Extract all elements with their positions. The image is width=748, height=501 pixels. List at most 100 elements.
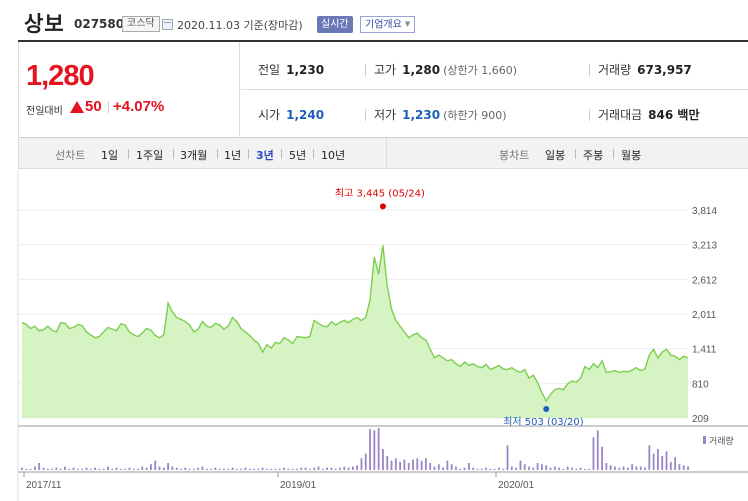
y-tick-label: 1,411	[692, 345, 717, 356]
volume-bar	[687, 466, 689, 470]
volume-bar	[566, 466, 569, 470]
volume-bar	[321, 468, 324, 470]
volume-bar	[476, 468, 479, 470]
volume-bar	[21, 467, 23, 470]
volume-bar	[137, 468, 139, 470]
volume-bar	[33, 466, 36, 470]
volume-bar	[343, 466, 346, 470]
y-tick-label: 2,011	[692, 310, 717, 321]
volume-bar	[399, 461, 402, 470]
current-price-box: 1,280 전일대비 50 +4.07%	[18, 42, 240, 138]
period-1y[interactable]: 1년	[224, 149, 242, 162]
price-area-fill	[22, 245, 688, 418]
volume-bar	[94, 467, 96, 470]
volume-bar	[493, 468, 496, 470]
open-value: 1,240	[286, 108, 325, 122]
volume-bar	[107, 466, 109, 470]
volume-bar	[291, 468, 294, 470]
period-1w[interactable]: 1주일	[136, 149, 164, 162]
volume-bar	[141, 466, 144, 470]
header-divider	[18, 40, 748, 42]
volume-cell: 거래량 673,957	[598, 61, 692, 78]
volume-bar	[407, 463, 410, 470]
volume-bar	[266, 468, 268, 470]
volume-bar	[231, 467, 234, 470]
volume-bar	[330, 467, 333, 470]
volume-bar	[111, 468, 114, 470]
volume-bar	[197, 467, 200, 470]
volume-bar	[102, 468, 105, 470]
volume-bar	[72, 467, 75, 470]
y-tick-label: 3,213	[692, 241, 717, 252]
volume-bar	[467, 463, 470, 470]
volume-bar	[188, 468, 191, 470]
volume-bar	[592, 437, 595, 470]
volume-bar	[240, 468, 243, 470]
low-value: 1,230	[402, 108, 441, 122]
volume-bar	[579, 467, 582, 470]
period-5y[interactable]: 5년	[289, 149, 307, 162]
period-separator	[575, 149, 576, 159]
volume-bar	[214, 467, 217, 470]
volume-bar	[433, 466, 436, 470]
period-3m[interactable]: 3개월	[180, 149, 208, 162]
volume-bar	[64, 466, 66, 470]
volume-bar	[257, 468, 260, 470]
up-triangle-icon	[70, 101, 84, 113]
volume-bar	[412, 459, 414, 470]
volume-bar	[502, 468, 505, 470]
chart-period-bar: 선차트 1일 1주일 3개월 1년 3년 5년 10년 봉차트 일봉 주봉 월봉	[18, 138, 748, 169]
candle-daily[interactable]: 일봉	[545, 149, 566, 162]
volume-bar	[562, 468, 565, 470]
line-chart-label: 선차트	[55, 149, 86, 162]
volume-bar	[158, 466, 161, 470]
volume-bar	[235, 468, 238, 470]
volume-bar	[326, 467, 328, 470]
volume-bar	[364, 453, 367, 470]
volume-bar	[119, 468, 122, 470]
volume-bar	[227, 468, 230, 470]
volume-bar	[489, 468, 492, 470]
y-tick-label: 3,814	[692, 206, 717, 217]
volume-bar	[46, 468, 49, 470]
market-badge: 코스닥	[122, 16, 160, 32]
chevron-down-icon: ▼	[404, 20, 411, 28]
volume-bar	[622, 466, 625, 470]
volume-bar	[29, 468, 32, 470]
period-bar-divider	[386, 138, 387, 168]
volume-bar	[317, 466, 320, 470]
price-change: 50	[85, 98, 102, 115]
volume-bar	[89, 468, 92, 470]
volume-bar	[184, 467, 187, 470]
volume-bar	[665, 451, 668, 470]
period-separator	[128, 149, 129, 159]
period-3y[interactable]: 3년	[256, 149, 274, 162]
volume-bar	[356, 465, 359, 470]
volume-bar	[339, 467, 341, 470]
open-label: 시가	[258, 108, 281, 122]
candle-weekly[interactable]: 주봉	[583, 149, 604, 162]
x-tick-label: 2017/11	[26, 480, 62, 491]
volume-bar	[373, 430, 376, 470]
volume-bar	[536, 463, 539, 470]
candle-monthly[interactable]: 월봉	[621, 149, 642, 162]
volume-bar	[287, 468, 290, 470]
volume-bar	[347, 467, 350, 470]
volume-bar	[523, 464, 526, 470]
period-1d[interactable]: 1일	[101, 149, 119, 162]
volume-bar	[485, 467, 487, 470]
stock-code: 027580	[74, 17, 125, 31]
volume-bar	[644, 467, 646, 470]
volume-bar	[442, 467, 444, 470]
realtime-button[interactable]: 실시간	[317, 16, 353, 33]
company-overview-dropdown[interactable]: 기업개요 ▼	[360, 16, 416, 33]
volume-bar	[25, 468, 28, 470]
period-10y[interactable]: 10년	[321, 149, 346, 162]
volume-bar	[532, 467, 535, 470]
volume-bar	[180, 468, 182, 470]
volume-bar	[313, 467, 316, 470]
volume-bar	[648, 445, 651, 470]
volume-bar	[115, 467, 118, 470]
cell-divider	[365, 64, 366, 76]
open-cell: 시가 1,240	[258, 106, 324, 123]
